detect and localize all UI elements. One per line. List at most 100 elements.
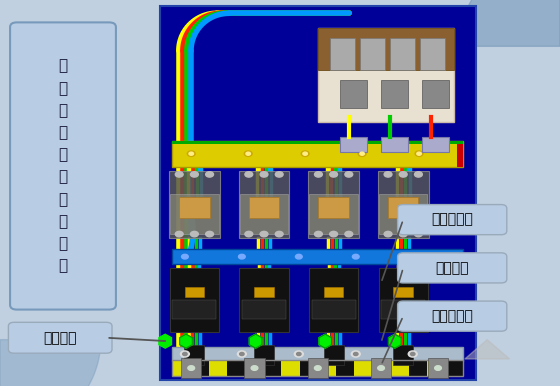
Circle shape — [260, 172, 268, 177]
Bar — [245, 360, 263, 376]
Circle shape — [384, 231, 392, 237]
Circle shape — [409, 254, 416, 259]
Bar — [324, 345, 344, 364]
Circle shape — [244, 151, 252, 156]
Bar — [185, 287, 204, 296]
Bar — [318, 28, 454, 122]
Bar — [240, 194, 288, 234]
Bar — [254, 287, 274, 296]
Bar — [240, 268, 288, 332]
Circle shape — [450, 254, 457, 259]
Bar — [330, 37, 355, 70]
Circle shape — [358, 151, 366, 156]
Circle shape — [245, 172, 253, 177]
Circle shape — [399, 172, 407, 177]
Circle shape — [181, 254, 188, 259]
FancyBboxPatch shape — [398, 253, 507, 283]
Bar — [390, 37, 415, 70]
Bar — [354, 360, 372, 376]
FancyBboxPatch shape — [10, 22, 116, 310]
Bar — [409, 360, 427, 376]
Bar — [393, 345, 413, 364]
Circle shape — [183, 352, 187, 356]
Circle shape — [351, 351, 360, 357]
Circle shape — [352, 254, 359, 259]
Bar — [244, 358, 264, 378]
Circle shape — [276, 231, 283, 237]
Circle shape — [240, 352, 244, 356]
Bar — [309, 171, 359, 238]
Circle shape — [187, 151, 195, 156]
Bar — [340, 137, 367, 152]
Bar — [319, 198, 349, 218]
Circle shape — [246, 152, 250, 155]
Bar — [379, 194, 427, 234]
Bar — [361, 37, 385, 70]
Circle shape — [295, 351, 304, 357]
Circle shape — [189, 152, 194, 155]
Circle shape — [188, 366, 195, 370]
Circle shape — [414, 172, 422, 177]
Text: 干包电缆头: 干包电缆头 — [431, 213, 473, 227]
Bar — [172, 360, 190, 376]
Circle shape — [408, 351, 417, 357]
Bar — [381, 300, 425, 319]
Polygon shape — [319, 334, 332, 348]
Bar — [181, 358, 201, 378]
Bar — [311, 300, 356, 319]
Circle shape — [175, 231, 183, 237]
Bar — [427, 360, 445, 376]
Circle shape — [414, 231, 422, 237]
Bar — [379, 268, 428, 332]
Circle shape — [315, 172, 323, 177]
Bar — [184, 345, 204, 364]
Circle shape — [276, 172, 283, 177]
Circle shape — [175, 172, 183, 177]
Circle shape — [206, 231, 213, 237]
Bar — [172, 141, 463, 144]
Bar — [318, 28, 454, 70]
Polygon shape — [180, 334, 192, 348]
Bar — [456, 141, 463, 167]
Bar — [324, 287, 343, 296]
Circle shape — [314, 366, 321, 370]
FancyBboxPatch shape — [8, 322, 112, 353]
Bar — [381, 137, 408, 152]
Bar — [390, 360, 409, 376]
Bar — [169, 171, 220, 238]
Circle shape — [417, 152, 421, 155]
Bar — [381, 80, 408, 108]
Circle shape — [353, 352, 358, 356]
Bar — [309, 268, 358, 332]
Bar — [172, 141, 463, 167]
Bar — [428, 358, 448, 378]
Circle shape — [260, 231, 268, 237]
Bar — [445, 360, 463, 376]
Bar — [172, 347, 463, 362]
Bar — [170, 194, 218, 234]
Bar — [172, 360, 463, 376]
Bar — [172, 249, 463, 264]
Circle shape — [330, 172, 338, 177]
Bar — [190, 360, 209, 376]
Bar — [160, 6, 476, 380]
Bar — [172, 300, 217, 319]
Bar — [179, 198, 209, 218]
FancyBboxPatch shape — [398, 205, 507, 235]
Circle shape — [245, 231, 253, 237]
Circle shape — [410, 352, 415, 356]
FancyBboxPatch shape — [398, 301, 507, 331]
Circle shape — [180, 351, 189, 357]
Bar — [242, 300, 286, 319]
Text: 总
配
电
柜
电
缆
接
线
方
法: 总 配 电 柜 电 缆 接 线 方 法 — [58, 59, 68, 273]
Bar — [420, 37, 445, 70]
Bar — [263, 360, 282, 376]
Bar — [310, 194, 358, 234]
Polygon shape — [249, 334, 262, 348]
Bar — [227, 360, 245, 376]
Bar — [300, 360, 318, 376]
Circle shape — [435, 366, 441, 370]
Circle shape — [315, 231, 323, 237]
Circle shape — [206, 172, 213, 177]
Bar — [371, 358, 391, 378]
